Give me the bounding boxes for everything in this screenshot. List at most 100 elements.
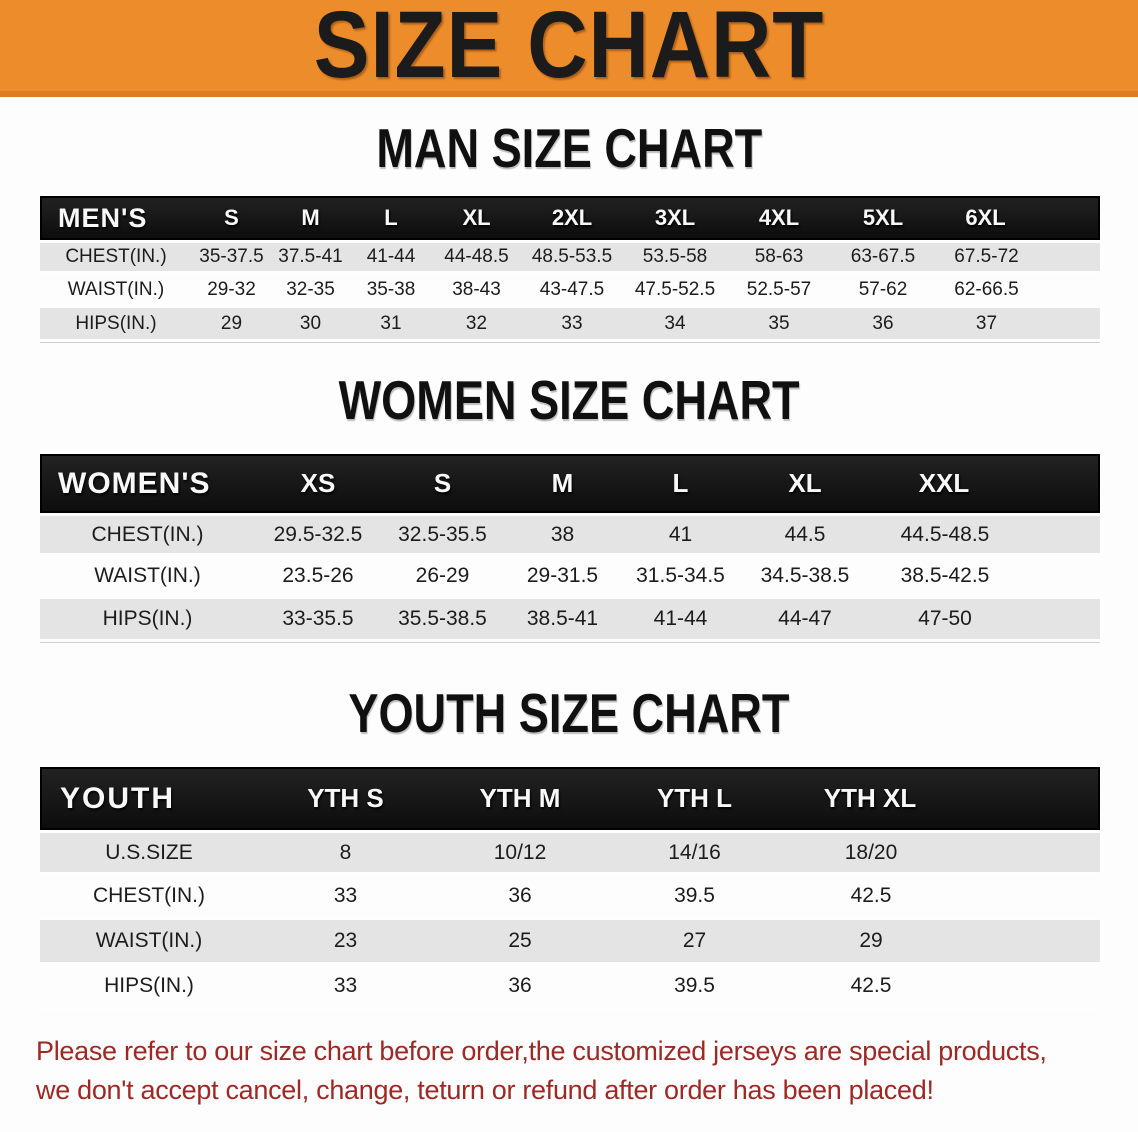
men-table-row: HIPS(IN.) 29 30 31 32 33 34 35 36 37	[40, 308, 1100, 342]
men-measurement-value: 57-62	[831, 274, 935, 308]
women-measurement-value: 41	[621, 513, 740, 556]
men-size-column-header: 6XL	[935, 196, 1100, 240]
youth-measurement-value: 14/16	[607, 830, 782, 875]
women-section-title-wrap: WOMEN SIZE CHART	[0, 373, 1138, 428]
women-measurement-value: 32.5-35.5	[381, 513, 504, 556]
men-measurement-value: 58-63	[727, 240, 831, 274]
women-measurement-value: 35.5-38.5	[381, 599, 504, 642]
men-size-column-header: 3XL	[623, 196, 727, 240]
men-measurement-value: 41-44	[350, 240, 432, 274]
men-measurement-value: 35-38	[350, 274, 432, 308]
women-table-row: CHEST(IN.) 29.5-32.5 32.5-35.5 38 41 44.5 44.5…	[40, 513, 1100, 556]
women-measurement-value: 41-44	[621, 599, 740, 642]
disclaimer-line-1: Please refer to our size chart before or…	[36, 1036, 1047, 1066]
youth-table-header-label: YOUTH	[40, 767, 258, 830]
youth-measurement-value: 39.5	[607, 875, 782, 920]
women-measurement-value: 29-31.5	[504, 556, 621, 599]
women-measurement-value: 38	[504, 513, 621, 556]
men-table-header-row: MEN'S S M L XL 2XL 3XL 4XL 5XL 6XL	[40, 196, 1100, 240]
youth-measurement-value: 18/20	[782, 830, 1100, 875]
women-row-label: CHEST(IN.)	[40, 513, 255, 556]
men-size-column-header: L	[350, 196, 432, 240]
men-measurement-value: 38-43	[432, 274, 521, 308]
youth-measurement-value: 39.5	[607, 965, 782, 1010]
youth-measurement-value: 27	[607, 920, 782, 965]
women-size-column-header: S	[381, 454, 504, 513]
youth-table-header-row: YOUTH YTH S YTH M YTH L YTH XL	[40, 767, 1100, 830]
men-measurement-value: 29	[192, 308, 271, 342]
men-measurement-value: 35	[727, 308, 831, 342]
men-table-row: CHEST(IN.) 35-37.5 37.5-41 41-44 44-48.5 48.5…	[40, 240, 1100, 274]
youth-table-row: HIPS(IN.) 33 36 39.5 42.5	[40, 965, 1100, 1010]
men-measurement-value: 32-35	[271, 274, 350, 308]
men-size-column-header: S	[192, 196, 271, 240]
men-table-row: WAIST(IN.) 29-32 32-35 35-38 38-43 43-47.5 47.…	[40, 274, 1100, 308]
youth-table-row: U.S.SIZE 8 10/12 14/16 18/20	[40, 830, 1100, 875]
men-row-label: CHEST(IN.)	[40, 240, 192, 274]
women-measurement-value: 23.5-26	[255, 556, 381, 599]
men-measurement-value: 62-66.5	[935, 274, 1100, 308]
disclaimer-line-2: we don't accept cancel, change, teturn o…	[36, 1075, 934, 1105]
men-measurement-value: 32	[432, 308, 521, 342]
women-measurement-value: 44.5	[740, 513, 870, 556]
men-measurement-value: 48.5-53.5	[521, 240, 623, 274]
youth-row-label: HIPS(IN.)	[40, 965, 258, 1010]
youth-size-column-header: YTH M	[433, 767, 607, 830]
men-measurement-value: 30	[271, 308, 350, 342]
men-measurement-value: 29-32	[192, 274, 271, 308]
youth-measurement-value: 42.5	[782, 965, 1100, 1010]
youth-row-label: CHEST(IN.)	[40, 875, 258, 920]
youth-measurement-value: 25	[433, 920, 607, 965]
men-section-title: MAN SIZE CHART	[376, 117, 762, 179]
youth-size-section: YOUTH SIZE CHART YOUTH YTH S YTH M YTH L YTH…	[0, 682, 1138, 1010]
women-size-column-header: XL	[740, 454, 870, 513]
men-measurement-value: 53.5-58	[623, 240, 727, 274]
youth-section-title: YOUTH SIZE CHART	[348, 682, 790, 744]
men-measurement-value: 35-37.5	[192, 240, 271, 274]
youth-measurement-value: 36	[433, 875, 607, 920]
women-size-column-header: XXL	[870, 454, 1100, 513]
men-size-column-header: 2XL	[521, 196, 623, 240]
men-measurement-value: 67.5-72	[935, 240, 1100, 274]
women-table-header-label: WOMEN'S	[40, 454, 255, 513]
youth-measurement-value: 33	[258, 875, 433, 920]
youth-size-column-header: YTH XL	[782, 767, 1100, 830]
mens-size-table: MEN'S S M L XL 2XL 3XL 4XL 5XL 6XL CHEST(IN.) 35-37…	[40, 196, 1100, 342]
men-row-label: HIPS(IN.)	[40, 308, 192, 342]
men-measurement-value: 44-48.5	[432, 240, 521, 274]
page-title: SIZE CHART	[313, 0, 825, 98]
women-size-column-header: L	[621, 454, 740, 513]
women-table-row: HIPS(IN.) 33-35.5 35.5-38.5 38.5-41 41-44 44-…	[40, 599, 1100, 642]
youth-row-label: U.S.SIZE	[40, 830, 258, 875]
men-size-column-header: 5XL	[831, 196, 935, 240]
men-table-header-label: MEN'S	[40, 196, 192, 240]
women-measurement-value: 33-35.5	[255, 599, 381, 642]
men-measurement-value: 34	[623, 308, 727, 342]
women-measurement-value: 26-29	[381, 556, 504, 599]
men-measurement-value: 37	[935, 308, 1100, 342]
men-size-column-header: XL	[432, 196, 521, 240]
men-measurement-value: 31	[350, 308, 432, 342]
youth-size-column-header: YTH L	[607, 767, 782, 830]
youth-row-label: WAIST(IN.)	[40, 920, 258, 965]
youth-measurement-value: 29	[782, 920, 1100, 965]
women-measurement-value: 44-47	[740, 599, 870, 642]
women-size-column-header: XS	[255, 454, 381, 513]
youth-size-column-header: YTH S	[258, 767, 433, 830]
women-measurement-value: 47-50	[870, 599, 1100, 642]
youth-measurement-value: 33	[258, 965, 433, 1010]
youth-section-title-wrap: YOUTH SIZE CHART	[0, 682, 1138, 744]
men-size-section: MAN SIZE CHART MEN'S S M L XL 2XL 3XL 4XL 5XL 6XL…	[0, 117, 1138, 342]
women-row-label: HIPS(IN.)	[40, 599, 255, 642]
men-measurement-value: 63-67.5	[831, 240, 935, 274]
youth-size-table: YOUTH YTH S YTH M YTH L YTH XL U.S.SIZE 8 10/12…	[40, 767, 1100, 1010]
women-table-header-row: WOMEN'S XS S M L XL XXL	[40, 454, 1100, 513]
women-measurement-value: 29.5-32.5	[255, 513, 381, 556]
men-measurement-value: 47.5-52.5	[623, 274, 727, 308]
size-chart-banner: SIZE CHART	[0, 0, 1138, 97]
men-size-column-header: M	[271, 196, 350, 240]
womens-size-table: WOMEN'S XS S M L XL XXL CHEST(IN.) 29.5-32.5 32.5…	[40, 454, 1100, 642]
women-row-label: WAIST(IN.)	[40, 556, 255, 599]
women-measurement-value: 31.5-34.5	[621, 556, 740, 599]
men-section-title-wrap: MAN SIZE CHART	[0, 117, 1138, 179]
